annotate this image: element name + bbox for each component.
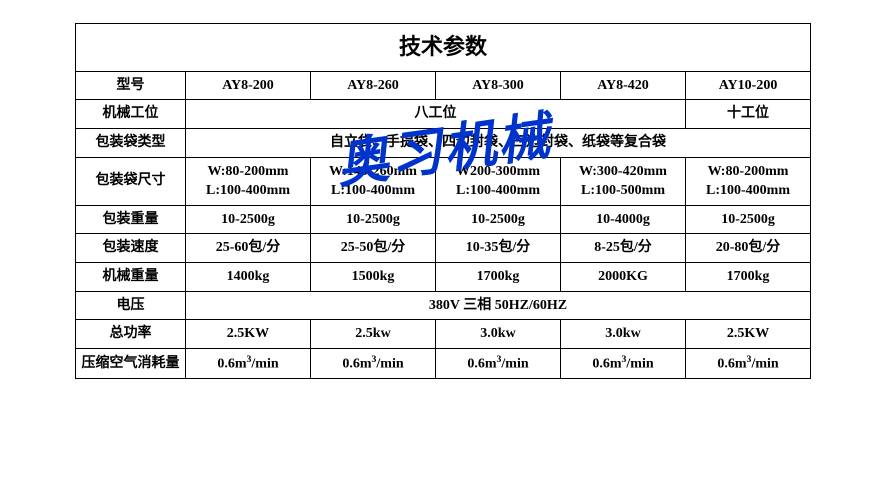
cell: 3.0kw <box>561 320 686 349</box>
cell: AY10-200 <box>686 71 811 100</box>
cell-station-last: 十工位 <box>686 100 811 129</box>
cell: 2.5KW <box>186 320 311 349</box>
row-machineweight: 机械重量 1400kg 1500kg 1700kg 2000KG 1700kg <box>76 262 811 291</box>
cell: AY8-300 <box>436 71 561 100</box>
cell: 10-2500g <box>686 205 811 234</box>
cell: 1500kg <box>311 262 436 291</box>
row-packweight: 包装重量 10-2500g 10-2500g 10-2500g 10-4000g… <box>76 205 811 234</box>
label-air: 压缩空气消耗量 <box>76 348 186 378</box>
cell: W:300-420mmL:100-500mm <box>561 157 686 205</box>
cell: 20-80包/分 <box>686 234 811 263</box>
label-bagsize: 包装袋尺寸 <box>76 157 186 205</box>
row-power: 总功率 2.5KW 2.5kw 3.0kw 3.0kw 2.5KW <box>76 320 811 349</box>
cell: 1400kg <box>186 262 311 291</box>
cell: 1700kg <box>686 262 811 291</box>
cell: 10-2500g <box>186 205 311 234</box>
title-row: 技术参数 <box>76 24 811 72</box>
cell: W:80-200mmL:100-400mm <box>186 157 311 205</box>
label-machineweight: 机械重量 <box>76 262 186 291</box>
row-air: 压缩空气消耗量 0.6m3/min 0.6m3/min 0.6m3/min 0.… <box>76 348 811 378</box>
cell: 2000KG <box>561 262 686 291</box>
cell: 2.5kw <box>311 320 436 349</box>
cell: 10-2500g <box>436 205 561 234</box>
cell: 10-35包/分 <box>436 234 561 263</box>
row-packspeed: 包装速度 25-60包/分 25-50包/分 10-35包/分 8-25包/分 … <box>76 234 811 263</box>
cell: 0.6m3/min <box>436 348 561 378</box>
cell: 10-4000g <box>561 205 686 234</box>
cell: 0.6m3/min <box>311 348 436 378</box>
cell: W:140-260mmL:100-400mm <box>311 157 436 205</box>
cell: 2.5KW <box>686 320 811 349</box>
label-bagtype: 包装袋类型 <box>76 128 186 157</box>
cell: 1700kg <box>436 262 561 291</box>
cell: 0.6m3/min <box>561 348 686 378</box>
row-model: 型号 AY8-200 AY8-260 AY8-300 AY8-420 AY10-… <box>76 71 811 100</box>
label-model: 型号 <box>76 71 186 100</box>
row-bagsize: 包装袋尺寸 W:80-200mmL:100-400mm W:140-260mmL… <box>76 157 811 205</box>
label-power: 总功率 <box>76 320 186 349</box>
label-packspeed: 包装速度 <box>76 234 186 263</box>
cell: 3.0kw <box>436 320 561 349</box>
row-station: 机械工位 八工位 十工位 <box>76 100 811 129</box>
label-station: 机械工位 <box>76 100 186 129</box>
cell: 25-60包/分 <box>186 234 311 263</box>
cell: W200-300mmL:100-400mm <box>436 157 561 205</box>
cell: 0.6m3/min <box>686 348 811 378</box>
label-voltage: 电压 <box>76 291 186 320</box>
label-packweight: 包装重量 <box>76 205 186 234</box>
cell: 25-50包/分 <box>311 234 436 263</box>
cell-station-merged: 八工位 <box>186 100 686 129</box>
cell: AY8-260 <box>311 71 436 100</box>
row-voltage: 电压 380V 三相 50HZ/60HZ <box>76 291 811 320</box>
cell: AY8-200 <box>186 71 311 100</box>
spec-table: 技术参数 型号 AY8-200 AY8-260 AY8-300 AY8-420 … <box>75 23 811 379</box>
cell: W:80-200mmL:100-400mm <box>686 157 811 205</box>
cell: 8-25包/分 <box>561 234 686 263</box>
cell: 10-2500g <box>311 205 436 234</box>
spec-table-container: 技术参数 型号 AY8-200 AY8-260 AY8-300 AY8-420 … <box>75 23 810 379</box>
row-bagtype: 包装袋类型 自立袋、手提袋、四边封袋、三边封袋、纸袋等复合袋 <box>76 128 811 157</box>
cell-voltage-merged: 380V 三相 50HZ/60HZ <box>186 291 811 320</box>
cell: 0.6m3/min <box>186 348 311 378</box>
cell-bagtype-merged: 自立袋、手提袋、四边封袋、三边封袋、纸袋等复合袋 <box>186 128 811 157</box>
table-title: 技术参数 <box>76 24 811 72</box>
cell: AY8-420 <box>561 71 686 100</box>
